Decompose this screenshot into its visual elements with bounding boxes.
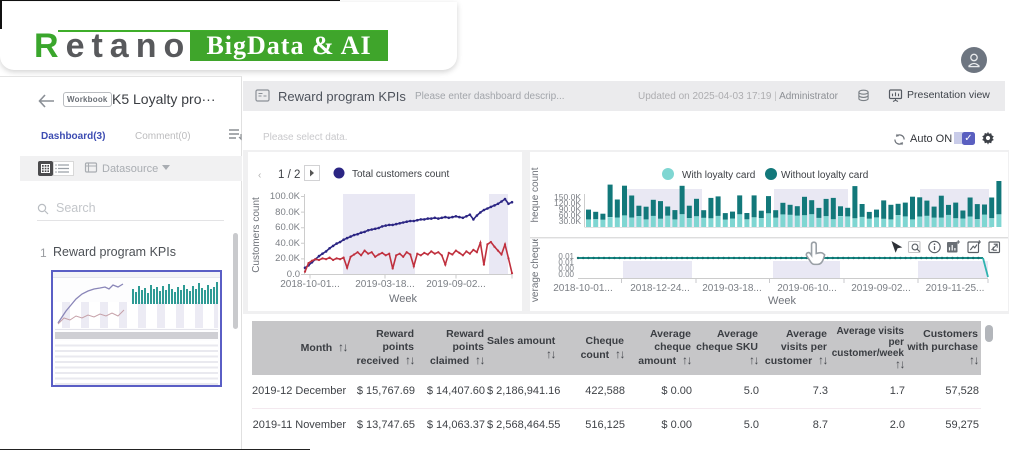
- svg-text:2019-03-18...: 2019-03-18...: [702, 283, 762, 294]
- svg-text:heque count: heque count: [530, 167, 541, 222]
- svg-text:100.0K: 100.0K: [270, 191, 301, 202]
- svg-text:150.0K: 150.0K: [554, 192, 581, 202]
- svg-text:2018-10-01...: 2018-10-01...: [280, 279, 340, 290]
- svg-text:2019-09-02...: 2019-09-02...: [851, 283, 911, 294]
- svg-text:2019-06-10...: 2019-06-10...: [777, 283, 837, 294]
- svg-text:20.0K: 20.0K: [275, 253, 300, 264]
- svg-text:0.0: 0.0: [287, 269, 300, 280]
- svg-text:0.00: 0.00: [558, 270, 574, 279]
- svg-text:1 / 2: 1 / 2: [278, 169, 300, 181]
- svg-text:With loyalty card: With loyalty card: [682, 170, 755, 181]
- svg-text:30.0K: 30.0K: [559, 216, 582, 226]
- svg-text:Total customers count: Total customers count: [352, 169, 449, 180]
- svg-text:Week: Week: [768, 295, 796, 307]
- svg-text:2018-10-01...: 2018-10-01...: [553, 283, 613, 294]
- svg-text:‹: ‹: [258, 170, 261, 181]
- svg-text:2019-09-02...: 2019-09-02...: [426, 279, 486, 290]
- svg-text:2018-12-24...: 2018-12-24...: [630, 283, 690, 294]
- svg-text:0.00: 0.00: [558, 264, 574, 273]
- svg-text:verage cheque: verage cheque: [530, 239, 541, 302]
- svg-text:0.01: 0.01: [558, 258, 574, 267]
- svg-text:0.01: 0.01: [558, 252, 574, 261]
- svg-text:40.0K: 40.0K: [275, 238, 300, 249]
- svg-text:2019-03-18...: 2019-03-18...: [355, 279, 415, 290]
- svg-text:60.0K: 60.0K: [559, 210, 582, 220]
- svg-text:60.0K: 60.0K: [275, 222, 300, 233]
- svg-text:80.0K: 80.0K: [275, 207, 300, 218]
- svg-text:120.0K: 120.0K: [554, 198, 581, 208]
- svg-text:Week: Week: [389, 293, 417, 305]
- svg-text:Customers count: Customers count: [251, 197, 262, 273]
- svg-text:Without loyalty card: Without loyalty card: [781, 170, 868, 181]
- svg-text:2019-11-25...: 2019-11-25...: [926, 283, 985, 294]
- svg-text:90.0K: 90.0K: [559, 204, 582, 214]
